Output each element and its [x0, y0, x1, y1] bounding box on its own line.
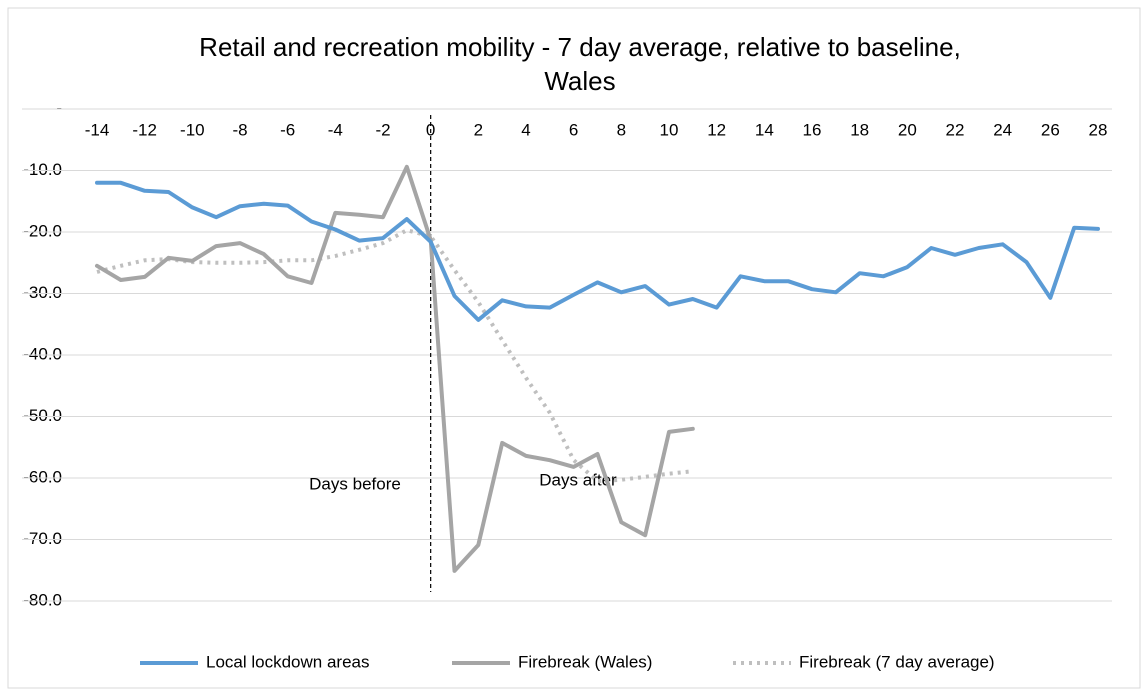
x-tick-label: 28: [1089, 120, 1108, 139]
series-line: [96, 228, 694, 484]
chart-title: Retail and recreation mobility - 7 day a…: [199, 32, 961, 96]
legend-label: Firebreak (7 day average): [799, 652, 995, 671]
x-tick-label: 10: [660, 120, 679, 139]
y-tick-label: -50.0: [23, 406, 62, 425]
x-tick-label: 2: [474, 120, 483, 139]
legend-label: Local lockdown areas: [206, 652, 369, 671]
annotation: Days before: [309, 474, 401, 493]
x-tick-label: 12: [707, 120, 726, 139]
annotation: Days after: [539, 470, 617, 489]
y-tick-label: -20.0: [23, 221, 62, 240]
chart-frame: [7, 7, 1141, 689]
x-tick-label: -2: [375, 120, 390, 139]
series-line: [95, 180, 1100, 322]
series-line: [95, 164, 695, 573]
x-tick-label: 14: [755, 120, 774, 139]
x-tick-label: 24: [993, 120, 1012, 139]
x-tick-label: 20: [898, 120, 917, 139]
y-tick-label: -40.0: [23, 344, 62, 363]
y-tick-label: -80.0: [23, 590, 62, 609]
x-tick-label: -8: [232, 120, 247, 139]
x-tick-label: -14: [85, 120, 110, 139]
x-tick-label: -10: [180, 120, 205, 139]
x-tick-label: 22: [946, 120, 965, 139]
y-tick-label: -70.0: [23, 529, 62, 548]
y-tick-label: -10.0: [23, 160, 62, 179]
legend-label: Firebreak (Wales): [518, 652, 652, 671]
x-tick-label: -4: [328, 120, 343, 139]
y-tick-label: -: [56, 98, 62, 117]
x-tick-label: 6: [569, 120, 578, 139]
x-tick-label: 16: [803, 120, 822, 139]
y-tick-label: -30.0: [23, 283, 62, 302]
x-tick-label: 18: [850, 120, 869, 139]
x-tick-label: -12: [132, 120, 157, 139]
y-tick-label: -60.0: [23, 467, 62, 486]
x-tick-label: 8: [617, 120, 626, 139]
x-tick-label: 4: [521, 120, 530, 139]
x-tick-label: 26: [1041, 120, 1060, 139]
x-tick-label: -6: [280, 120, 295, 139]
